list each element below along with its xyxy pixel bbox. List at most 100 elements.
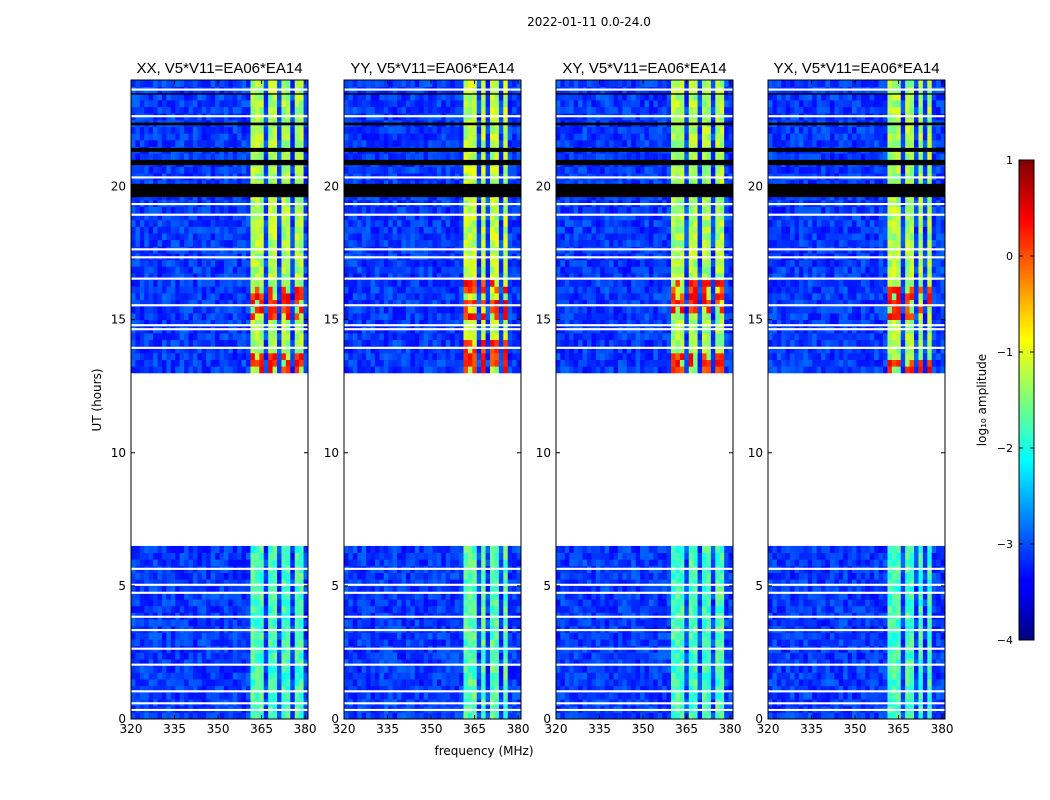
heatmap-cell bbox=[476, 266, 482, 274]
heatmap-cell bbox=[303, 559, 309, 567]
heatmap-cell bbox=[370, 219, 376, 227]
heatmap-cell bbox=[512, 233, 517, 241]
heatmap-cell bbox=[388, 312, 394, 321]
heatmap-cell bbox=[246, 219, 251, 227]
heatmap-cell bbox=[232, 93, 238, 101]
heatmap-cell bbox=[294, 572, 300, 580]
heatmap-cell bbox=[259, 213, 265, 221]
heatmap-cell bbox=[299, 692, 304, 700]
heatmap-cell bbox=[498, 319, 504, 327]
heatmap-cell bbox=[232, 685, 238, 693]
heatmap-cell bbox=[135, 219, 141, 227]
heatmap-cell bbox=[192, 219, 198, 227]
heatmap-cell bbox=[507, 306, 513, 314]
heatmap-cell bbox=[179, 366, 185, 374]
heatmap-cell bbox=[219, 619, 225, 627]
heatmap-cell bbox=[383, 266, 389, 274]
heatmap-cell bbox=[294, 559, 300, 567]
heatmap-cell bbox=[272, 585, 278, 593]
heatmap-cell bbox=[246, 312, 251, 321]
heatmap-cell bbox=[135, 213, 141, 221]
heatmap-cell bbox=[228, 639, 234, 647]
heatmap-cell bbox=[450, 299, 456, 307]
heatmap-cell bbox=[192, 359, 198, 367]
heatmap-cell bbox=[463, 339, 469, 347]
heatmap-cell bbox=[170, 312, 176, 321]
heatmap-cell bbox=[144, 672, 150, 680]
heatmap-cell bbox=[490, 279, 495, 287]
heatmap-cell bbox=[219, 312, 225, 321]
heatmap-cell bbox=[272, 652, 278, 660]
heatmap-cell bbox=[463, 359, 469, 367]
heatmap-cell bbox=[410, 632, 416, 640]
heatmap-cell bbox=[210, 133, 216, 141]
heatmap-cell bbox=[201, 233, 207, 241]
heatmap-cell bbox=[184, 239, 189, 247]
heatmap-cell bbox=[153, 266, 158, 274]
heatmap-cell bbox=[441, 659, 447, 667]
heatmap-cell bbox=[215, 619, 220, 627]
heatmap-cell bbox=[144, 286, 150, 294]
heatmap-cell bbox=[379, 239, 385, 247]
heatmap-cell bbox=[410, 206, 416, 214]
heatmap-cell bbox=[383, 692, 389, 700]
black-row bbox=[131, 93, 308, 95]
heatmap-cell bbox=[344, 672, 349, 680]
heatmap-cell bbox=[294, 685, 300, 693]
heatmap-cell bbox=[223, 685, 229, 693]
heatmap-cell bbox=[161, 166, 167, 174]
heatmap-cell bbox=[428, 339, 433, 347]
heatmap-cell bbox=[263, 153, 269, 161]
heatmap-cell bbox=[459, 312, 464, 321]
heatmap-cell bbox=[223, 259, 229, 267]
heatmap-cell bbox=[246, 659, 251, 667]
heatmap-cell bbox=[414, 659, 420, 667]
heatmap-cell bbox=[215, 139, 220, 147]
heatmap-cell bbox=[281, 99, 287, 108]
heatmap-cell bbox=[285, 266, 291, 274]
heatmap-cell bbox=[219, 632, 225, 640]
heatmap-cell bbox=[467, 306, 473, 314]
heatmap-cell bbox=[144, 139, 150, 147]
heatmap-cell bbox=[285, 293, 291, 301]
heatmap-cell bbox=[219, 359, 225, 367]
heatmap-cell bbox=[516, 659, 522, 667]
heatmap-cell bbox=[463, 306, 469, 314]
heatmap-cell bbox=[516, 559, 522, 567]
heatmap-cell bbox=[410, 259, 416, 267]
heatmap-cell bbox=[299, 319, 304, 327]
heatmap-cell bbox=[188, 639, 194, 647]
heatmap-cell bbox=[366, 652, 371, 660]
heatmap-cell bbox=[516, 299, 522, 307]
heatmap-cell bbox=[361, 685, 367, 693]
heatmap-cell bbox=[445, 692, 451, 700]
heatmap-cell bbox=[379, 312, 385, 321]
heatmap-cell bbox=[383, 652, 389, 660]
heatmap-cell bbox=[370, 312, 376, 321]
heatmap-cell bbox=[485, 366, 491, 374]
heatmap-cell bbox=[472, 366, 478, 374]
heatmap-cell bbox=[206, 366, 212, 374]
heatmap-cell bbox=[144, 80, 150, 88]
heatmap-cell bbox=[144, 665, 150, 673]
heatmap-cell bbox=[423, 279, 429, 287]
heatmap-cell bbox=[472, 639, 478, 647]
heatmap-cell bbox=[344, 692, 349, 700]
heatmap-cell bbox=[259, 679, 265, 687]
heatmap-cell bbox=[272, 599, 278, 607]
heatmap-cell bbox=[503, 266, 509, 274]
heatmap-cell bbox=[419, 219, 425, 227]
heatmap-cell bbox=[215, 166, 220, 174]
heatmap-cell bbox=[388, 233, 394, 241]
heatmap-cell bbox=[472, 665, 478, 673]
heatmap-cell bbox=[361, 592, 367, 600]
heatmap-cell bbox=[237, 93, 243, 101]
heatmap-cell bbox=[445, 572, 451, 580]
heatmap-cell bbox=[498, 559, 504, 567]
heatmap-cell bbox=[153, 552, 158, 560]
heatmap-cell bbox=[223, 559, 229, 567]
heatmap-cell bbox=[179, 346, 185, 354]
heatmap-cell bbox=[135, 226, 141, 234]
heatmap-cell bbox=[259, 599, 265, 607]
heatmap-cell bbox=[201, 219, 207, 227]
